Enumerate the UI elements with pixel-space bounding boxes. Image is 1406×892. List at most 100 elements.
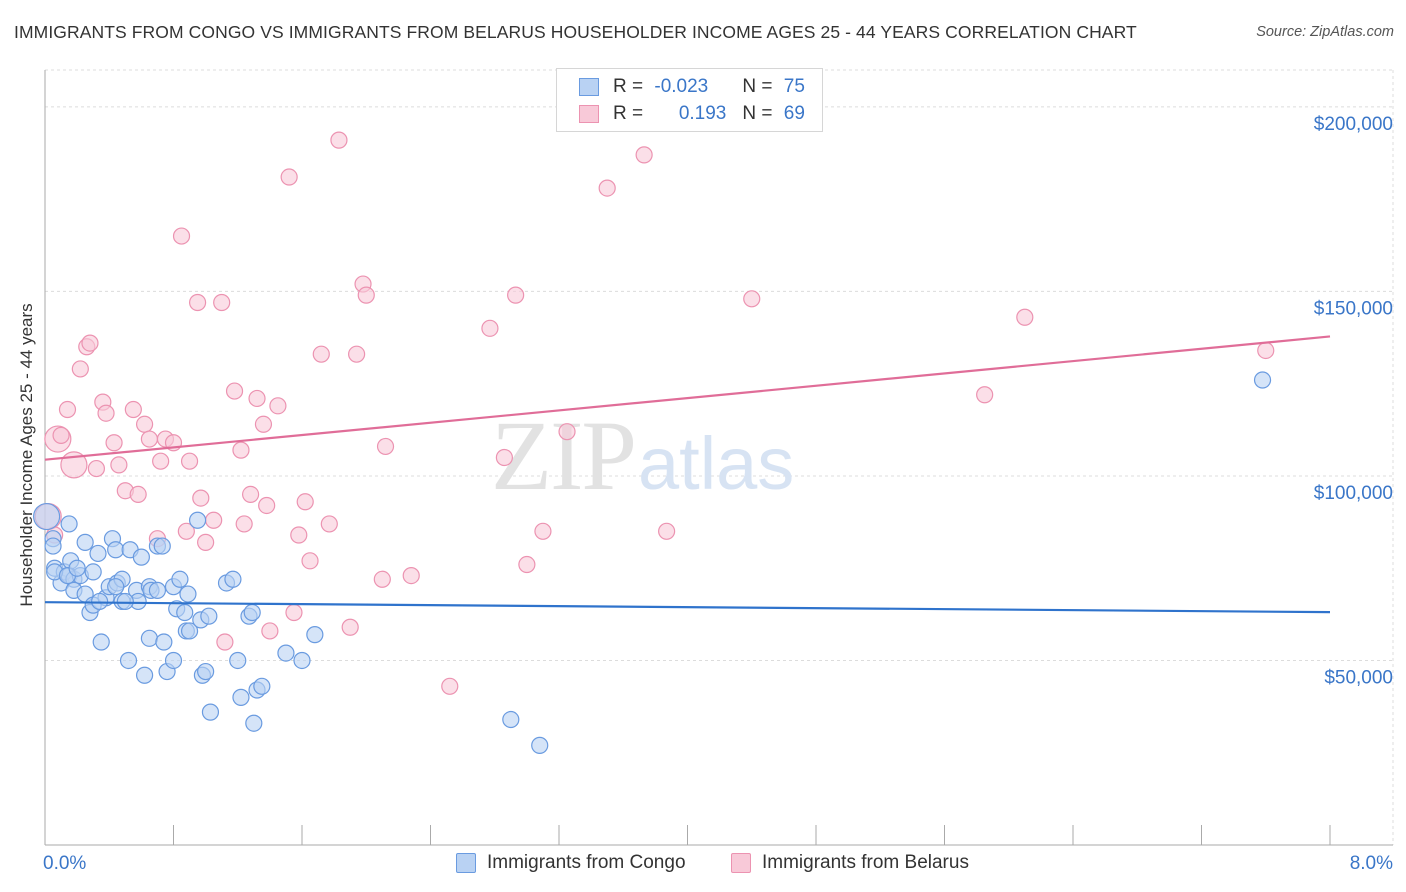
congo-point [253, 677, 271, 695]
belarus-point [140, 430, 159, 448]
belarus-point [1257, 341, 1275, 360]
belarus-point [635, 146, 653, 164]
axes-layer [44, 70, 1393, 846]
congo-point [1253, 371, 1272, 389]
congo-point [107, 578, 125, 596]
congo-point [179, 585, 197, 603]
legend-item-belarus[interactable]: Immigrants from Belarus [731, 852, 969, 874]
congo-point [197, 662, 215, 681]
legend-row-congo: R = -0.023 N = 75 [579, 74, 805, 100]
belarus-point [373, 570, 391, 588]
congo-point [229, 651, 247, 670]
congo-point [306, 626, 324, 644]
belarus-point [152, 452, 170, 470]
belarus-point [172, 227, 191, 245]
belarus-point [348, 345, 366, 363]
belarus-point [518, 555, 536, 574]
congo-point [200, 607, 218, 625]
belarus-point [97, 404, 115, 422]
congo-point [176, 603, 194, 622]
series-legend: Immigrants from Congo Immigrants from Be… [0, 852, 1406, 878]
congo-swatch [579, 78, 599, 96]
congo-point [140, 629, 159, 647]
belarus-point [105, 434, 123, 452]
congo-point [188, 511, 207, 529]
belarus-point [357, 286, 375, 304]
belarus-n-label: N = [742, 103, 778, 124]
belarus-point [743, 290, 761, 308]
congo-point [132, 548, 150, 566]
belarus-swatch [579, 105, 599, 123]
belarus-point [180, 452, 199, 470]
chart-title: IMMIGRANTS FROM CONGO VS IMMIGRANTS FROM… [14, 22, 1137, 42]
watermark-atlas: atlas [638, 422, 794, 505]
y-tick-label: $150,000 [1314, 298, 1393, 319]
congo-point [76, 533, 94, 551]
belarus-point [261, 622, 279, 640]
belarus-point [71, 360, 89, 378]
congo-point [502, 710, 520, 729]
y-tick-label: $200,000 [1314, 114, 1393, 135]
trend-layer [44, 335, 1331, 614]
belarus-point [135, 415, 154, 433]
legend-item-congo[interactable]: Immigrants from Congo [456, 852, 686, 874]
congo-r-value: -0.023 [654, 76, 709, 97]
belarus-point [507, 286, 525, 304]
congo-point [293, 651, 311, 670]
congo-point [232, 688, 250, 706]
belarus-point [192, 489, 210, 507]
congo-point [277, 644, 295, 662]
belarus-point [269, 397, 287, 415]
belarus-point [341, 618, 359, 636]
belarus-point [658, 522, 676, 540]
congo-point [224, 570, 242, 588]
congo-legend-label: Immigrants from Congo [487, 852, 686, 873]
congo-point [84, 563, 102, 581]
belarus-point [124, 400, 142, 419]
belarus-point [110, 456, 128, 474]
congo-point [201, 703, 220, 721]
x-tick-label-max: 8.0% [1350, 853, 1393, 874]
belarus-r-value: 0.193 [678, 103, 727, 124]
belarus-point [197, 533, 215, 551]
belarus-point [242, 485, 260, 504]
belarus-point [481, 319, 499, 337]
belarus-point [129, 485, 147, 504]
belarus-legend-swatch [731, 853, 751, 873]
legend-row-belarus: R = 0.193 N = 69 [579, 101, 805, 127]
belarus-point [976, 386, 994, 404]
belarus-point [188, 293, 207, 312]
belarus-point [81, 334, 99, 352]
congo-r-label: R = [613, 76, 649, 97]
congo-point [531, 736, 549, 754]
belarus-trend-line [44, 335, 1331, 461]
congo-point [164, 651, 183, 670]
belarus-point [330, 131, 348, 149]
congo-point [33, 502, 61, 531]
congo-point [135, 666, 154, 684]
belarus-point [58, 400, 77, 419]
belarus-n-value: 69 [783, 103, 805, 124]
belarus-point [558, 423, 576, 441]
belarus-point [235, 515, 253, 533]
belarus-point [312, 345, 330, 363]
belarus-point [376, 437, 395, 456]
belarus-point [87, 459, 106, 478]
belarus-point [320, 515, 338, 533]
correlation-legend: R = -0.023 N = 75 R = 0.193 N = 69 [556, 68, 823, 132]
belarus-point [1016, 308, 1034, 326]
congo-point [44, 537, 62, 555]
belarus-point [280, 168, 298, 186]
watermark-zip: ZIP [491, 400, 635, 511]
congo-trend-line [44, 601, 1331, 614]
belarus-point [258, 496, 276, 515]
congo-point [243, 603, 261, 622]
belarus-r-label: R = [613, 103, 649, 124]
congo-point [171, 570, 189, 588]
belarus-point [301, 552, 319, 570]
congo-point [116, 592, 134, 611]
belarus-point [248, 389, 266, 408]
belarus-point [441, 677, 459, 695]
belarus-point [205, 511, 223, 529]
